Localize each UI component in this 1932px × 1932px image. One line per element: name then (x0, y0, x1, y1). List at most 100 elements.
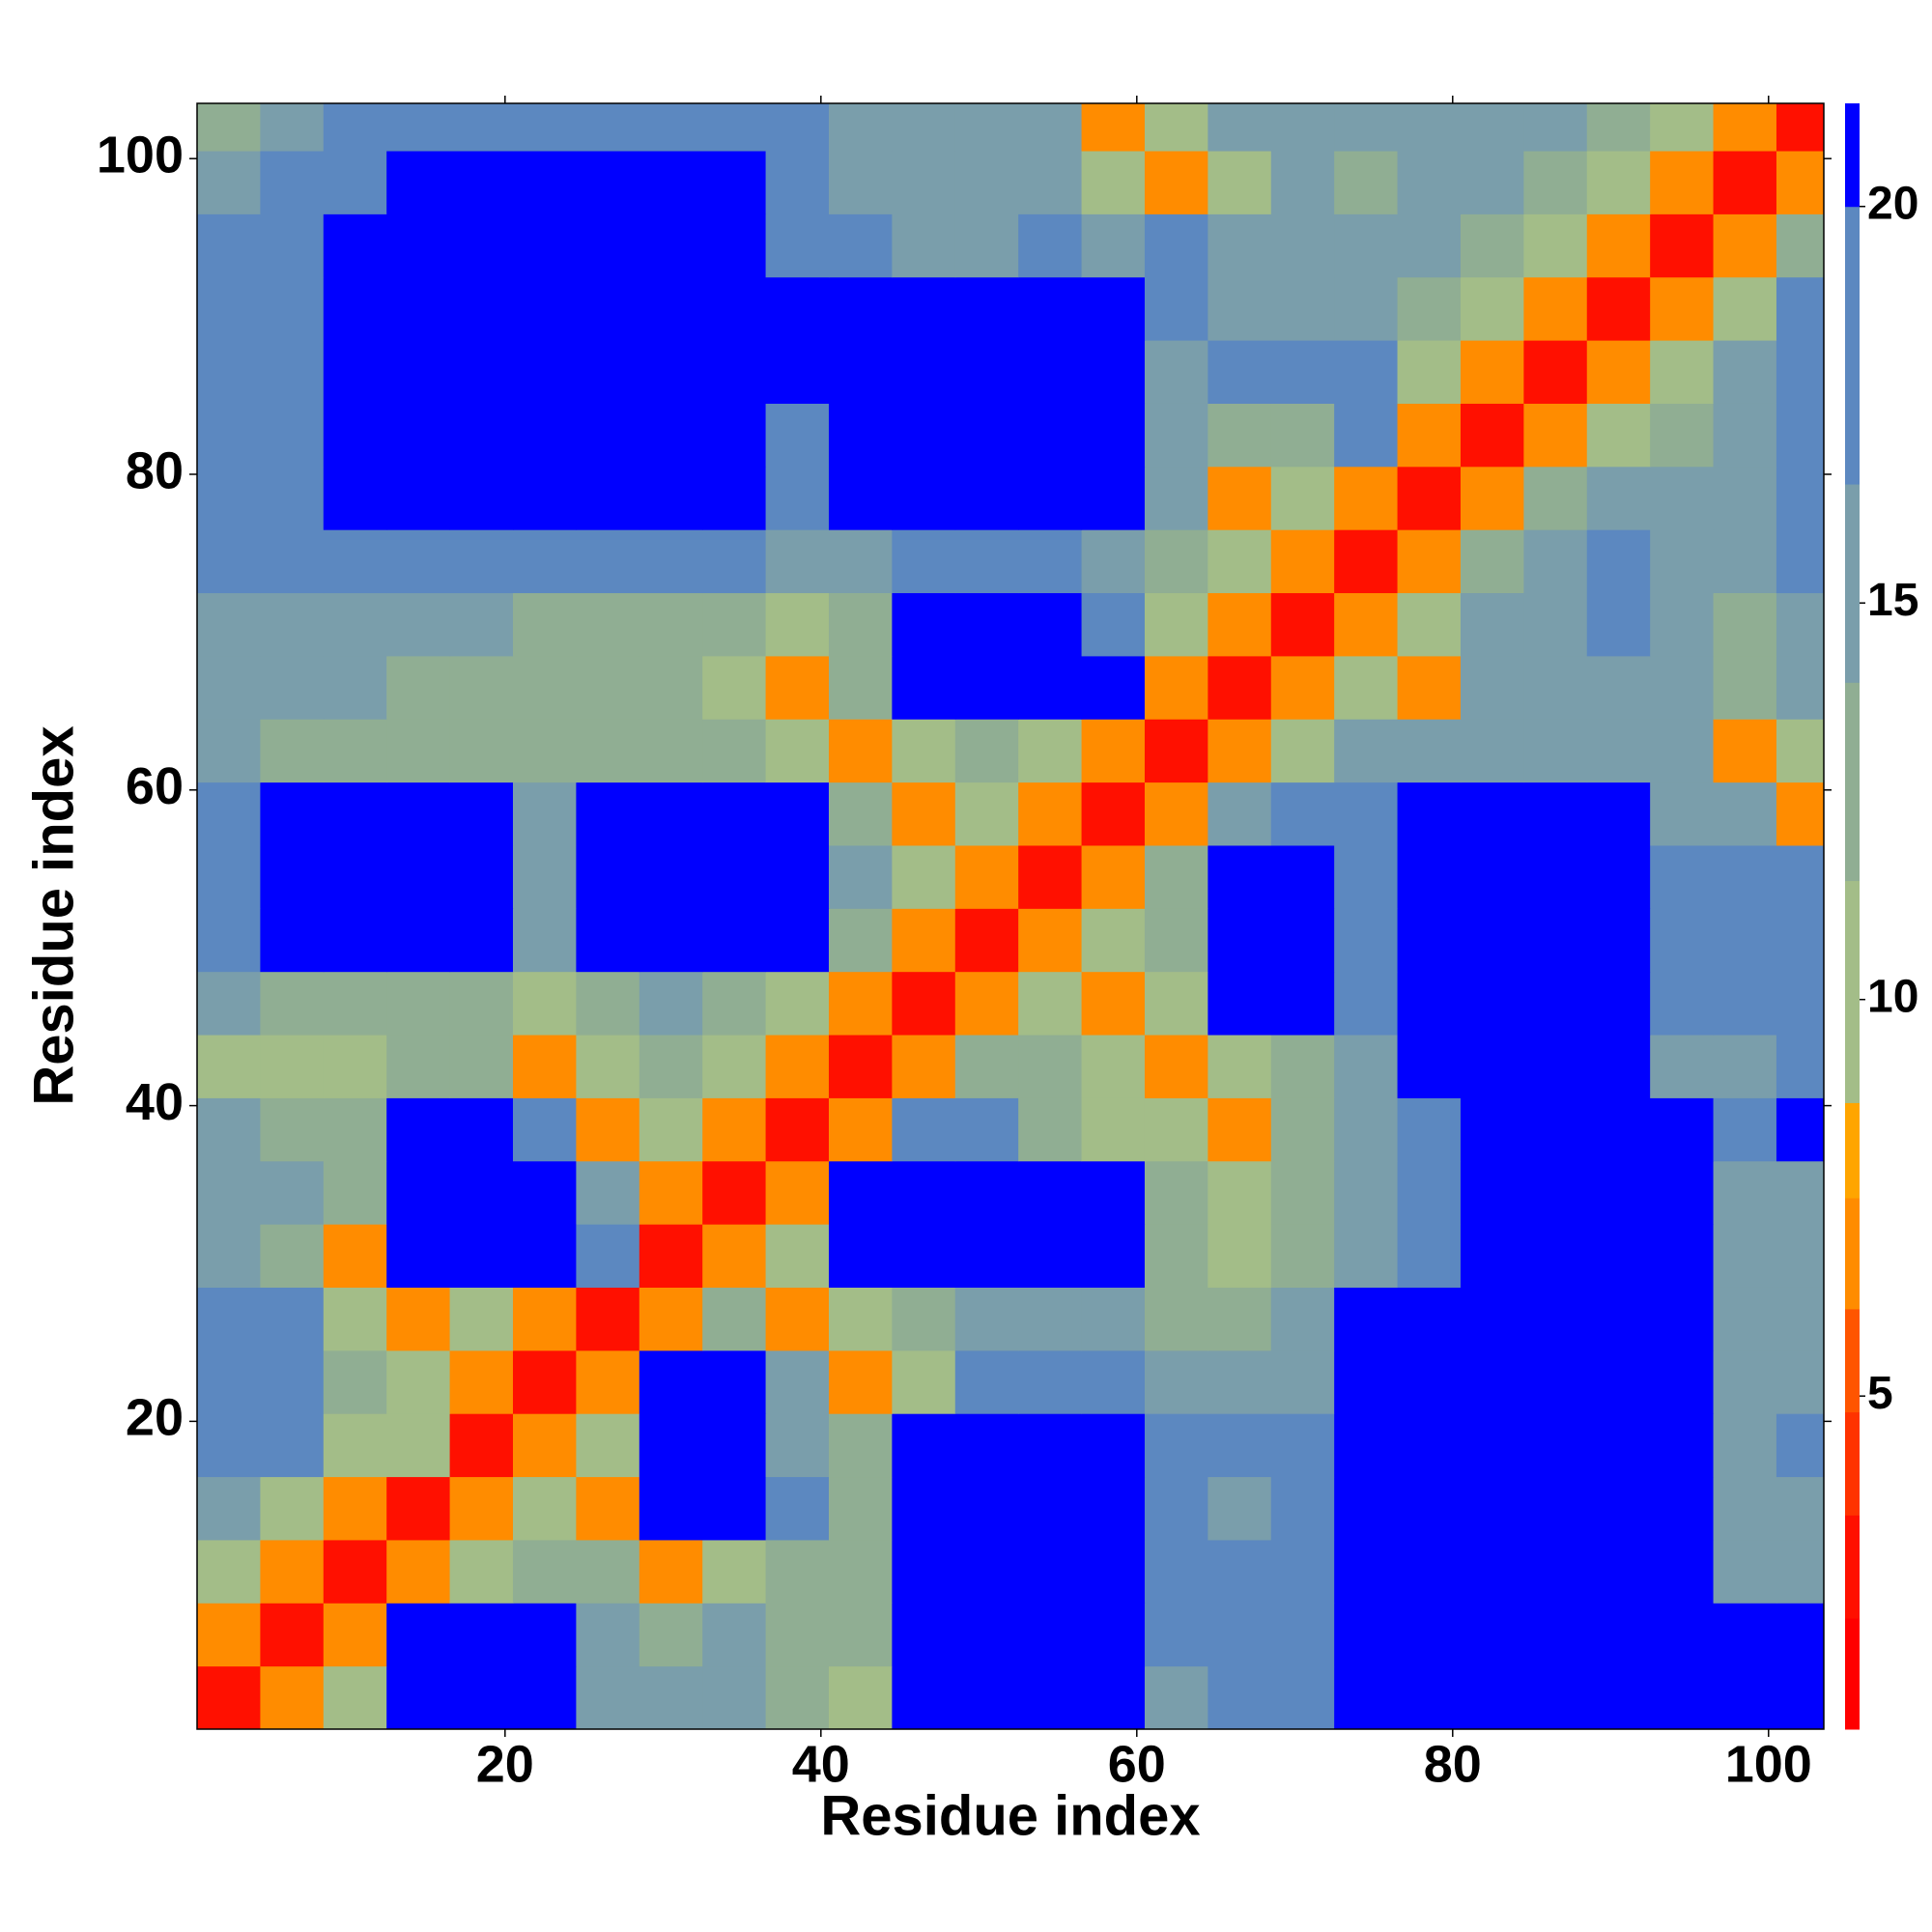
heatmap-cell (1713, 1476, 1777, 1541)
heatmap-cell (702, 844, 767, 909)
heatmap-cell (1144, 908, 1208, 973)
x-tick-label: 40 (792, 1735, 850, 1793)
heatmap-cell (576, 719, 640, 783)
heatmap-cell (260, 1539, 325, 1604)
heatmap-cell (1397, 971, 1462, 1036)
heatmap-cell (1523, 908, 1588, 973)
heatmap-cell (1460, 1413, 1524, 1478)
heatmap-cell (954, 529, 1019, 594)
heatmap-cell (449, 1035, 514, 1098)
heatmap-cell (1650, 1035, 1715, 1098)
heatmap-cell (954, 1413, 1019, 1478)
heatmap-cell (828, 403, 893, 468)
heatmap-cell (828, 908, 893, 973)
heatmap-cell (702, 1350, 767, 1414)
heatmap-cell (386, 340, 451, 404)
heatmap-cell (1776, 971, 1824, 1036)
heatmap-cell (765, 592, 830, 657)
heatmap-cell (1270, 1539, 1335, 1604)
heatmap-cell (1523, 1035, 1588, 1098)
heatmap-cell (892, 151, 956, 214)
heatmap-cell (828, 1665, 893, 1729)
heatmap-cell (639, 276, 703, 341)
heatmap-cell (386, 466, 451, 530)
heatmap-cell (639, 781, 703, 846)
heatmap-cell (765, 1160, 830, 1225)
heatmap-cell (892, 1160, 956, 1225)
heatmap-cell (1523, 1097, 1588, 1162)
heatmap-cell (1018, 151, 1083, 214)
heatmap-cell (1144, 276, 1208, 341)
heatmap-cell (892, 466, 956, 530)
heatmap-cell (639, 1665, 703, 1729)
heatmap-cell (1208, 1097, 1272, 1162)
heatmap-cell (386, 213, 451, 278)
y-axis-label: Residue index (22, 725, 85, 1105)
heatmap-cell (1270, 1160, 1335, 1225)
heatmap-cell (323, 529, 387, 594)
plot-frame (196, 102, 1825, 1730)
heatmap-cell (1586, 276, 1651, 341)
heatmap-cell (1523, 1413, 1588, 1478)
heatmap-cell (386, 1665, 451, 1729)
heatmap-cell (1713, 1603, 1777, 1667)
heatmap-cell (702, 1224, 767, 1288)
heatmap-cell (1334, 276, 1399, 341)
heatmap-cell (639, 466, 703, 530)
heatmap-cell (1397, 1603, 1462, 1667)
heatmap-cell (386, 1287, 451, 1351)
heatmap-cell (1713, 1413, 1777, 1478)
heatmap-cell (639, 1035, 703, 1098)
heatmap-cell (1523, 529, 1588, 594)
heatmap-cell (1208, 781, 1272, 846)
heatmap-cell (828, 276, 893, 341)
heatmap-cell (576, 908, 640, 973)
heatmap-cell (1523, 213, 1588, 278)
heatmap-cell (1776, 844, 1824, 909)
heatmap-cell (1144, 1350, 1208, 1414)
heatmap-cell (1270, 592, 1335, 657)
heatmap-cell (892, 529, 956, 594)
heatmap-cell (1523, 781, 1588, 846)
colorbar-segment (1845, 484, 1860, 683)
heatmap-cell (1334, 1097, 1399, 1162)
heatmap-cell (1460, 466, 1524, 530)
heatmap-cell (639, 1160, 703, 1225)
heatmap-cell (1144, 403, 1208, 468)
heatmap-cell (323, 276, 387, 341)
colorbar-segment (1845, 1308, 1860, 1413)
heatmap-cell (386, 1224, 451, 1288)
heatmap-cell (1586, 1097, 1651, 1162)
heatmap-cell (576, 844, 640, 909)
heatmap-cell (512, 655, 577, 720)
heatmap-cell (639, 403, 703, 468)
heatmap-cell (702, 1097, 767, 1162)
colorbar-tick-label: 15 (1867, 575, 1918, 626)
heatmap-cell (260, 719, 325, 783)
heatmap-cell (1650, 213, 1715, 278)
heatmap-cell (260, 340, 325, 404)
heatmap-cell (1586, 466, 1651, 530)
heatmap-cell (1270, 971, 1335, 1036)
heatmap-cell (449, 1224, 514, 1288)
heatmap-cell (197, 908, 261, 973)
heatmap-cell (1523, 1287, 1588, 1351)
heatmap-cell (1523, 276, 1588, 341)
heatmap-cell (1397, 1035, 1462, 1098)
heatmap-cell (954, 1665, 1019, 1729)
heatmap-cell (639, 340, 703, 404)
heatmap-cell (1208, 529, 1272, 594)
heatmap-cell (1776, 1413, 1824, 1478)
heatmap (197, 103, 1824, 1729)
heatmap-cell (1650, 1160, 1715, 1225)
heatmap-cell (954, 1097, 1019, 1162)
heatmap-cell (639, 103, 703, 152)
heatmap-cell (702, 529, 767, 594)
heatmap-cell (576, 213, 640, 278)
heatmap-cell (1650, 908, 1715, 973)
heatmap-cell (1208, 1539, 1272, 1604)
heatmap-cell (828, 1350, 893, 1414)
heatmap-cell (1270, 466, 1335, 530)
heatmap-cell (1586, 103, 1651, 152)
heatmap-cell (449, 1287, 514, 1351)
